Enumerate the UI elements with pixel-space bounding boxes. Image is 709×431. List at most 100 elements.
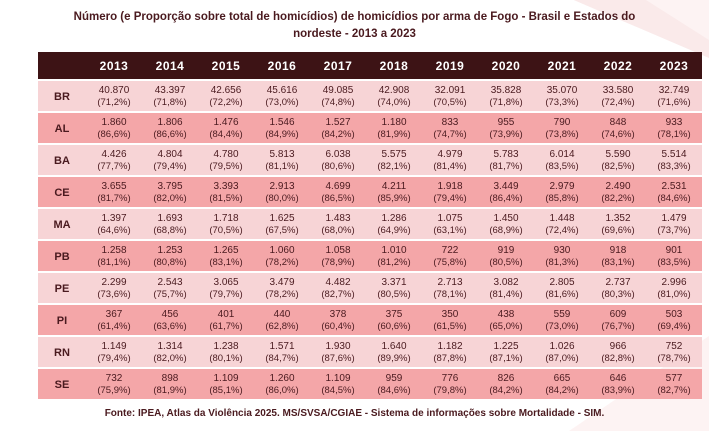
data-cell: 966 (82,8%)	[590, 337, 646, 368]
cell-value: 752	[665, 341, 683, 353]
cell-value: 1.450	[493, 213, 519, 225]
row-label: SE	[38, 369, 86, 400]
data-cell: 35.828 (71,8%)	[478, 81, 534, 112]
data-cell: 1.258 (81,1%)	[86, 241, 142, 272]
data-cell: 930 (81,3%)	[534, 241, 590, 272]
data-cell: 2.737 (80,3%)	[590, 273, 646, 304]
data-cell: 646 (83,9%)	[590, 369, 646, 400]
data-cell: 4.804 (79,4%)	[142, 145, 198, 176]
cell-percent: (74,6%)	[601, 129, 635, 141]
data-cell: 1.075 (63,1%)	[422, 209, 478, 240]
cell-value: 3.655	[101, 181, 127, 193]
data-cell: 1.479 (73,7%)	[646, 209, 702, 240]
corner-cell	[38, 52, 86, 80]
cell-percent: (80,5%)	[377, 289, 411, 301]
data-cell: 1.476 (84,4%)	[198, 113, 254, 144]
cell-value: 577	[665, 373, 683, 385]
cell-value: 1.010	[381, 245, 407, 257]
data-cell: 752 (78,7%)	[646, 337, 702, 368]
cell-percent: (86,5%)	[321, 193, 355, 205]
cell-percent: (61,5%)	[433, 321, 467, 333]
cell-percent: (80,3%)	[601, 289, 635, 301]
cell-value: 1.060	[269, 245, 295, 257]
cell-percent: (84,7%)	[265, 353, 299, 365]
cell-value: 1.806	[157, 117, 183, 129]
data-cell: 1.109 (84,5%)	[310, 369, 366, 400]
cell-percent: (69,4%)	[657, 321, 691, 333]
figure-title: Número (e Proporção sobre total de homic…	[73, 11, 636, 40]
cell-percent: (85,8%)	[545, 193, 579, 205]
data-cell: 42.908 (74,0%)	[366, 81, 422, 112]
data-cell: 401 (61,7%)	[198, 305, 254, 336]
cell-value: 42.656	[210, 85, 242, 97]
cell-value: 42.908	[378, 85, 410, 97]
cell-percent: (81,7%)	[489, 161, 523, 173]
data-cell: 2.913 (80,0%)	[254, 177, 310, 208]
data-cell: 1.286 (64,9%)	[366, 209, 422, 240]
cell-value: 1.352	[605, 213, 631, 225]
data-cell: 1.718 (70,5%)	[198, 209, 254, 240]
cell-percent: (73,9%)	[489, 129, 523, 141]
cell-percent: (81,9%)	[153, 385, 187, 397]
cell-percent: (81,3%)	[545, 257, 579, 269]
cell-value: 45.616	[266, 85, 298, 97]
cell-percent: (80,0%)	[265, 193, 299, 205]
data-cell: 45.616 (73,0%)	[254, 81, 310, 112]
cell-percent: (78,9%)	[321, 257, 355, 269]
data-cell: 1.448 (72,4%)	[534, 209, 590, 240]
cell-value: 933	[665, 117, 683, 129]
cell-percent: (79,5%)	[209, 161, 243, 173]
cell-value: 2.713	[437, 277, 463, 289]
cell-value: 1.225	[493, 341, 519, 353]
cell-percent: (80,8%)	[153, 257, 187, 269]
data-cell: 1.265 (83,1%)	[198, 241, 254, 272]
cell-percent: (84,9%)	[265, 129, 299, 141]
cell-percent: (78,2%)	[265, 289, 299, 301]
data-cell: 367 (61,4%)	[86, 305, 142, 336]
cell-value: 1.546	[269, 117, 295, 129]
cell-percent: (68,8%)	[153, 225, 187, 237]
data-cell: 440 (62,8%)	[254, 305, 310, 336]
data-cell: 1.546 (84,9%)	[254, 113, 310, 144]
cell-percent: (79,8%)	[433, 385, 467, 397]
cell-percent: (84,2%)	[489, 385, 523, 397]
data-cell: 32.749 (71,6%)	[646, 81, 702, 112]
cell-value: 440	[273, 309, 291, 321]
cell-value: 1.718	[213, 213, 239, 225]
cell-percent: (64,9%)	[377, 225, 411, 237]
cell-percent: (76,7%)	[601, 321, 635, 333]
row-label: PE	[38, 273, 86, 304]
cell-percent: (63,1%)	[433, 225, 467, 237]
data-cell: 848 (74,6%)	[590, 113, 646, 144]
cell-percent: (82,1%)	[377, 161, 411, 173]
cell-value: 918	[609, 245, 627, 257]
cell-value: 367	[105, 309, 123, 321]
cell-value: 609	[609, 309, 627, 321]
cell-percent: (81,6%)	[545, 289, 579, 301]
cell-percent: (73,0%)	[265, 97, 299, 109]
year-header: 2022	[590, 52, 646, 80]
cell-value: 966	[609, 341, 627, 353]
cell-value: 2.805	[549, 277, 575, 289]
data-cell: 3.449 (86,4%)	[478, 177, 534, 208]
cell-percent: (74,0%)	[377, 97, 411, 109]
data-cell: 1.625 (67,5%)	[254, 209, 310, 240]
cell-value: 1.026	[549, 341, 575, 353]
data-cell: 5.575 (82,1%)	[366, 145, 422, 176]
data-cell: 776 (79,8%)	[422, 369, 478, 400]
cell-value: 1.483	[325, 213, 351, 225]
cell-percent: (84,6%)	[657, 193, 691, 205]
cell-percent: (81,2%)	[377, 257, 411, 269]
cell-value: 2.996	[661, 277, 687, 289]
data-cell: 1.640 (89,9%)	[366, 337, 422, 368]
cell-value: 2.543	[157, 277, 183, 289]
data-cell: 4.780 (79,5%)	[198, 145, 254, 176]
data-cell: 1.314 (82,0%)	[142, 337, 198, 368]
year-header: 2013	[86, 52, 142, 80]
cell-percent: (78,7%)	[657, 353, 691, 365]
cell-value: 4.482	[325, 277, 351, 289]
data-cell: 833 (74,7%)	[422, 113, 478, 144]
cell-percent: (87,8%)	[433, 353, 467, 365]
cell-value: 33.580	[602, 85, 634, 97]
cell-value: 1.479	[661, 213, 687, 225]
